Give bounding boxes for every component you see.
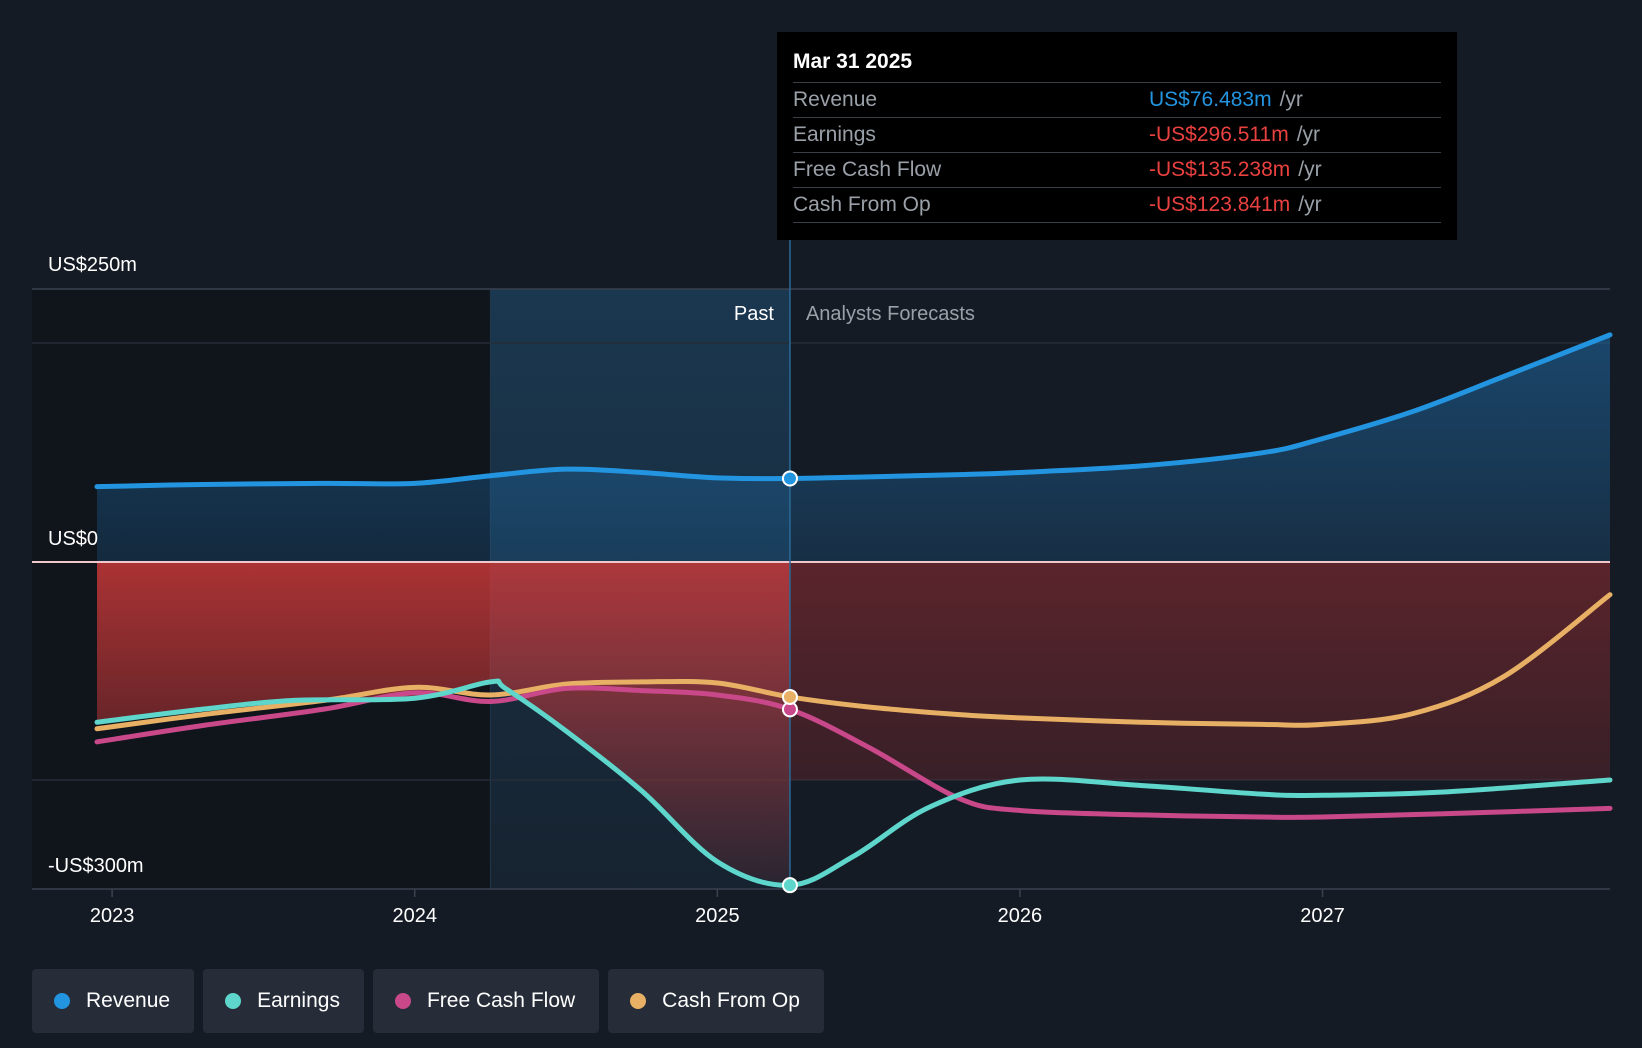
revenue-dot-icon — [54, 993, 70, 1009]
tooltip-label: Cash From Op — [793, 193, 931, 216]
past-label: Past — [734, 303, 774, 325]
tooltip-value: -US$296.511m — [1149, 123, 1289, 146]
legend-item-revenue[interactable]: Revenue — [32, 969, 195, 1033]
series-line-cash-from-op — [94, 592, 1613, 732]
tooltip-unit: /yr — [1298, 158, 1322, 181]
legend-item-earnings[interactable]: Earnings — [203, 969, 364, 1033]
marker-earnings[interactable] — [781, 877, 798, 894]
x-tick-label: 2025 — [695, 905, 740, 927]
legend-item-free-cash-flow[interactable]: Free Cash Flow — [372, 969, 600, 1033]
negative-area-forecast — [789, 562, 1610, 780]
tooltip-date: Mar 31 2025 — [793, 46, 1441, 83]
y-label-top: US$250m — [48, 254, 137, 276]
tooltip-value: -US$123.841m — [1149, 193, 1291, 216]
legend-item-cash-from-op[interactable]: Cash From Op — [608, 969, 824, 1033]
free-cash-flow-dot-icon — [394, 993, 411, 1009]
x-tick-label: 2024 — [392, 905, 437, 927]
x-tick-label: 2026 — [998, 905, 1043, 927]
legend-label: Cash From Op — [662, 989, 800, 1012]
tooltip-value: US$76.483m — [1149, 88, 1272, 111]
legend: Revenue Earnings Free Cash Flow Cash Fro… — [32, 969, 824, 1033]
y-label-bottom: -US$300m — [48, 855, 144, 877]
negative-area-past — [97, 562, 790, 886]
legend-label: Earnings — [257, 989, 340, 1012]
tooltip-unit: /yr — [1298, 193, 1322, 216]
tooltip-label: Earnings — [793, 123, 876, 146]
tooltip: Mar 31 2025 Revenue US$76.483m /yr Earni… — [777, 32, 1457, 240]
tooltip-unit: /yr — [1279, 88, 1303, 111]
tooltip-row-free-cash-flow: Free Cash Flow -US$135.238m /yr — [793, 153, 1441, 188]
marker-cash-from-op[interactable] — [781, 688, 798, 705]
tooltip-value: -US$135.238m — [1149, 158, 1291, 181]
x-tick-label: 2023 — [90, 905, 135, 927]
tooltip-unit: /yr — [1296, 123, 1321, 146]
legend-label: Free Cash Flow — [426, 989, 576, 1012]
earnings-dot-icon — [225, 993, 242, 1009]
y-label-zero: US$0 — [48, 528, 98, 550]
tooltip-row-revenue: Revenue US$76.483m /yr — [793, 83, 1441, 118]
tooltip-row-cash-from-op: Cash From Op -US$123.841m /yr — [793, 188, 1441, 223]
revenue-area — [97, 334, 1610, 562]
series-line-earnings — [94, 678, 1613, 888]
x-tick-label: 2027 — [1300, 905, 1345, 927]
cash-from-op-dot-icon — [630, 993, 647, 1009]
forecast-label: Analysts Forecasts — [806, 303, 975, 325]
marker-revenue[interactable] — [781, 470, 798, 487]
tooltip-row-earnings: Earnings -US$296.511m /yr — [793, 118, 1441, 153]
tooltip-label: Free Cash Flow — [793, 158, 942, 181]
legend-label: Revenue — [86, 989, 171, 1012]
series-line-revenue — [94, 332, 1613, 490]
tooltip-label: Revenue — [793, 88, 878, 111]
